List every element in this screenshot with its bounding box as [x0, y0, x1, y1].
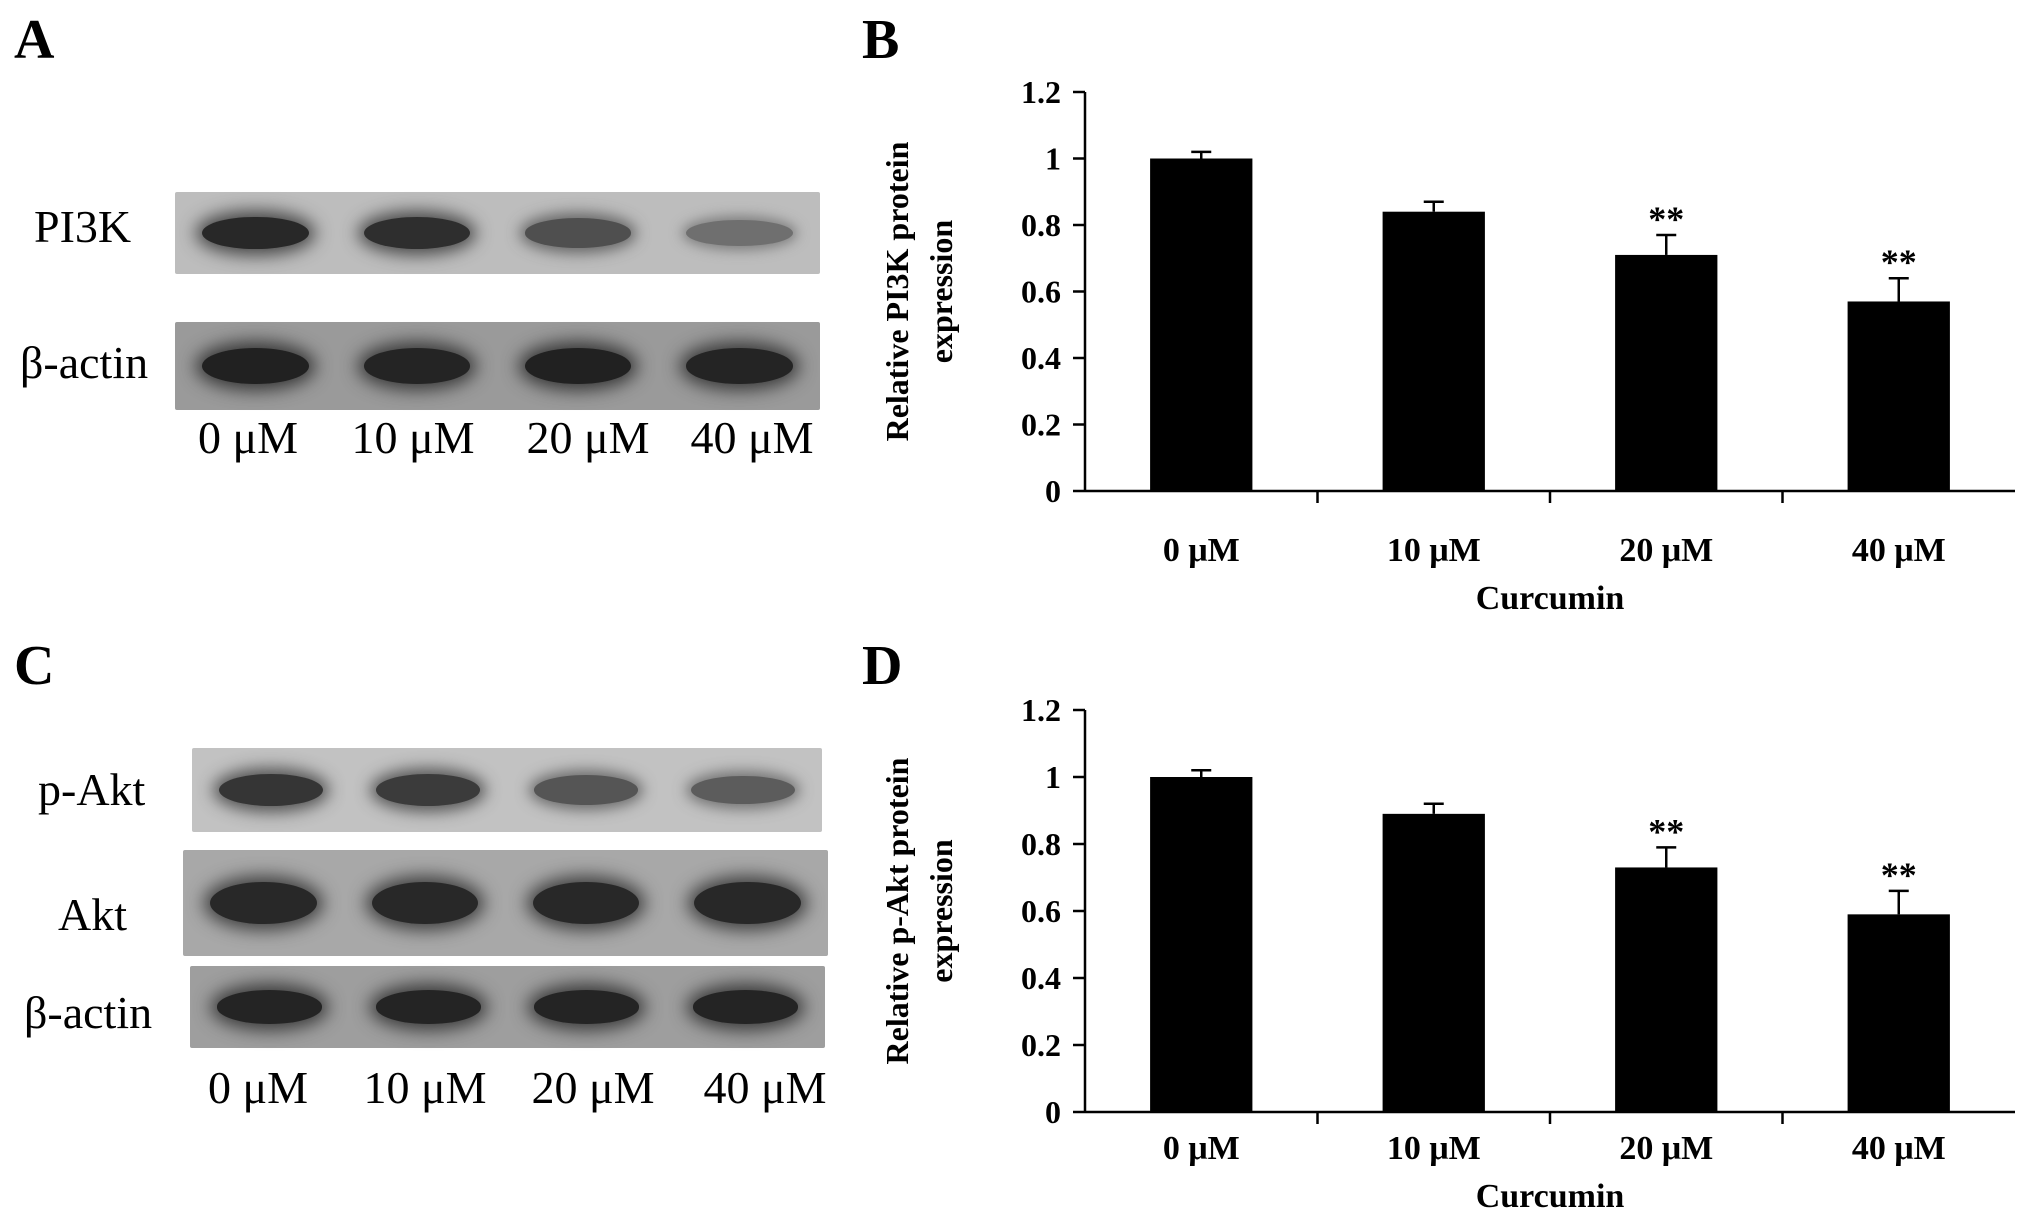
lane-label: 0 μM [207, 1062, 309, 1113]
y-tick-label: 0 [1045, 1094, 1061, 1130]
significance-label: ** [1648, 199, 1684, 239]
y-tick-label: 0.2 [1021, 1027, 1061, 1063]
lane-label: 40 μM [703, 1062, 827, 1113]
bar-chart-p-akt: 0 0.2 0.4 0.6 0.8 1 1.2 0 μM 10 μM ** 20 μM ** 40 μM… [879, 692, 2015, 1215]
panel-letter-a: A [14, 9, 55, 71]
bar [1150, 158, 1253, 491]
bar-chart-pi3k: 0 0.2 0.4 0.6 0.8 1 1.2 0 μM 10 μM ** 20 μM ** 40 μM… [879, 74, 2015, 617]
category-label: 20 μM [1619, 1130, 1713, 1167]
lane-label: 10 μM [351, 412, 475, 463]
y-tick-label: 0.8 [1021, 826, 1061, 862]
category-label: 10 μM [1387, 1130, 1481, 1167]
lane-label: 0 μM [197, 412, 299, 463]
bar [1615, 254, 1718, 491]
y-tick-label: 0.4 [1021, 960, 1061, 996]
blot-band [202, 348, 309, 384]
blot-band [524, 348, 632, 384]
blot-band [371, 881, 479, 925]
category-label: 0 μM [1163, 532, 1240, 569]
blot-band [694, 881, 801, 925]
y-tick-label: 0.2 [1021, 407, 1061, 443]
blot-strip-beta-actin [190, 966, 825, 1048]
blot-band [376, 774, 481, 806]
blot-row-label-beta-actin: β-actin [24, 987, 153, 1038]
blot-band [534, 990, 640, 1024]
significance-label: ** [1881, 855, 1917, 895]
blot-band [202, 216, 309, 250]
lane-label: 20 μM [531, 1062, 655, 1113]
blot-band [375, 990, 481, 1024]
blot-strip-p-akt [192, 748, 822, 832]
lane-label: 20 μM [526, 412, 650, 463]
blot-row-label-p-akt: p-Akt [38, 764, 146, 815]
bar [1382, 813, 1485, 1112]
blot-row-label-pi3k: PI3K [34, 201, 132, 252]
y-tick-label: 1 [1045, 141, 1061, 177]
y-tick-label: 0.6 [1021, 274, 1061, 310]
blot-row-label-akt: Akt [58, 889, 127, 940]
blot-band [218, 773, 323, 807]
blot-strip-pi3k [175, 192, 820, 274]
blot-band [524, 218, 632, 248]
blot-band [216, 990, 322, 1024]
blot-band [363, 216, 471, 250]
category-label: 0 μM [1163, 1130, 1240, 1167]
y-tick-label: 0 [1045, 473, 1061, 509]
bar [1847, 301, 1950, 491]
y-tick-label: 1.2 [1021, 74, 1061, 110]
bar [1847, 914, 1950, 1112]
blot-strip-akt [183, 850, 828, 956]
blot-band [363, 348, 471, 384]
y-tick-label: 0.8 [1021, 207, 1061, 243]
x-axis-label: Curcumin [1476, 1178, 1625, 1215]
blot-strip-beta-actin [175, 322, 820, 410]
y-axis-label: expression [923, 839, 959, 983]
panel-letter-d: D [862, 635, 903, 697]
significance-label: ** [1648, 811, 1684, 851]
y-tick-label: 0.6 [1021, 893, 1061, 929]
blot-band [691, 775, 796, 805]
category-label: 40 μM [1852, 1130, 1946, 1167]
blot-band [686, 219, 793, 247]
lane-label: 40 μM [690, 412, 814, 463]
bar [1150, 777, 1253, 1112]
lane-label: 10 μM [363, 1062, 487, 1113]
significance-label: ** [1881, 242, 1917, 282]
category-label: 10 μM [1387, 532, 1481, 569]
blot-band [533, 775, 638, 805]
y-tick-label: 0.4 [1021, 340, 1061, 376]
category-label: 20 μM [1619, 532, 1713, 569]
y-axis-label: Relative p-Akt protein [879, 757, 915, 1064]
bar [1382, 211, 1485, 491]
y-axis-label: Relative PI3K protein [879, 141, 915, 441]
blot-row-label-beta-actin: β-actin [20, 337, 149, 388]
panel-letter-c: C [14, 635, 55, 697]
panel-letter-b: B [862, 9, 900, 71]
y-axis-label: expression [923, 220, 959, 364]
x-axis-label: Curcumin [1476, 580, 1625, 617]
blot-band [532, 881, 640, 925]
y-tick-label: 1.2 [1021, 692, 1061, 728]
blot-band [686, 348, 793, 384]
category-label: 40 μM [1852, 532, 1946, 569]
blot-band [693, 990, 798, 1024]
y-tick-label: 1 [1045, 759, 1061, 795]
bar [1615, 867, 1718, 1112]
blot-band [210, 881, 317, 925]
